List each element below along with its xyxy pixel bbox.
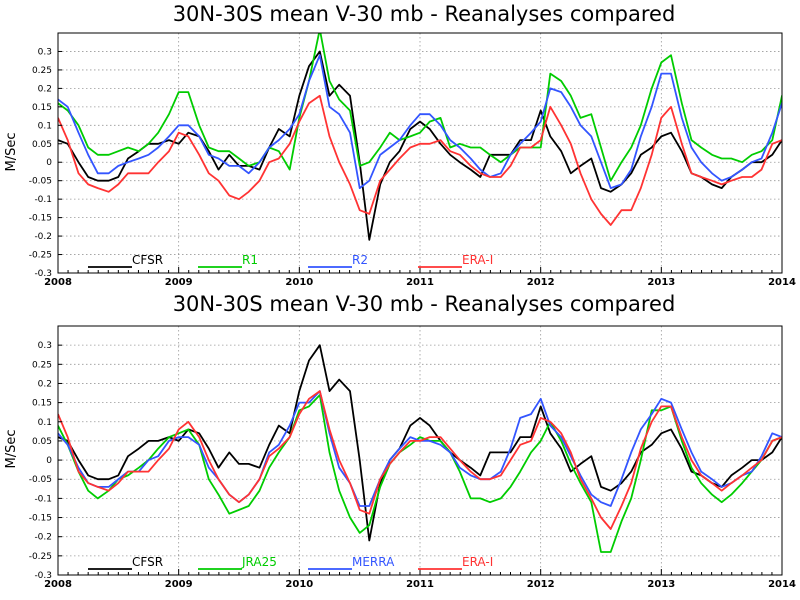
y-tick-label: 0.1 [38, 121, 52, 131]
y-tick-label: -0.1 [34, 195, 52, 205]
chart-panel-bottom: 30N-30S mean V-30 mb - Reanalyses compar… [4, 292, 796, 590]
x-tick-label: 2010 [285, 579, 313, 590]
y-tick-label: 0.05 [32, 437, 52, 447]
series-line-era-i [58, 390, 782, 530]
series-line-cfsr [58, 344, 782, 542]
x-tick-label: 2014 [768, 277, 796, 288]
legend-label: CFSR [132, 253, 163, 267]
series-line-r1 [58, 33, 782, 182]
y-tick-label: -0.25 [29, 251, 52, 261]
y-tick-label: -0.1 [34, 494, 52, 504]
y-tick-label: -0.2 [34, 533, 52, 543]
legend-label: ERA-I [462, 253, 493, 267]
chart-panel-top: 30N-30S mean V-30 mb - Reanalyses compar… [4, 2, 796, 288]
x-tick-label: 2014 [768, 579, 796, 590]
x-tick-label: 2008 [44, 277, 72, 288]
legend-label: ERA-I [462, 555, 493, 569]
y-tick-label: -0.2 [34, 232, 52, 242]
chart-title: 30N-30S mean V-30 mb - Reanalyses compar… [173, 292, 676, 316]
y-tick-label: 0.2 [38, 84, 52, 94]
y-tick-label: 0.1 [38, 418, 52, 428]
y-tick-label: 0 [46, 158, 52, 168]
y-tick-label: 0.3 [38, 341, 52, 351]
series-line-cfsr [58, 50, 782, 241]
x-tick-label: 2012 [527, 579, 555, 590]
y-tick-label: 0.05 [32, 140, 52, 150]
y-tick-label: -0.15 [29, 514, 52, 524]
legend-label: JRA25 [241, 555, 277, 569]
x-tick-label: 2013 [647, 277, 675, 288]
legend-label: MERRA [352, 555, 395, 569]
y-tick-label: -0.3 [34, 571, 52, 581]
y-tick-label: -0.15 [29, 214, 52, 224]
y-tick-label: 0.15 [32, 103, 52, 113]
x-tick-label: 2011 [406, 277, 434, 288]
x-tick-label: 2008 [44, 579, 72, 590]
y-tick-label: -0.05 [29, 177, 52, 187]
y-tick-label: 0.25 [32, 66, 52, 76]
y-tick-label: 0.15 [32, 399, 52, 409]
y-tick-label: -0.05 [29, 475, 52, 485]
chart-title: 30N-30S mean V-30 mb - Reanalyses compar… [173, 2, 676, 26]
y-axis-label: M/Sec [4, 133, 19, 172]
y-tick-label: 0.2 [38, 379, 52, 389]
x-tick-label: 2012 [527, 277, 555, 288]
legend-label: CFSR [132, 555, 163, 569]
x-tick-label: 2009 [165, 579, 193, 590]
y-tick-label: 0 [46, 456, 52, 466]
series-line-era-i [58, 94, 782, 226]
x-tick-label: 2011 [406, 579, 434, 590]
legend-label: R2 [352, 253, 368, 267]
y-tick-label: -0.25 [29, 552, 52, 562]
y-tick-label: 0.25 [32, 360, 52, 370]
series-line-r2 [58, 54, 782, 190]
series-line-merra [58, 390, 782, 507]
y-tick-label: -0.3 [34, 269, 52, 279]
y-tick-label: 0.3 [38, 47, 52, 57]
y-axis-label: M/Sec [4, 430, 19, 469]
x-tick-label: 2010 [285, 277, 313, 288]
x-tick-label: 2013 [647, 579, 675, 590]
legend-label: R1 [242, 253, 258, 267]
x-tick-label: 2009 [165, 277, 193, 288]
